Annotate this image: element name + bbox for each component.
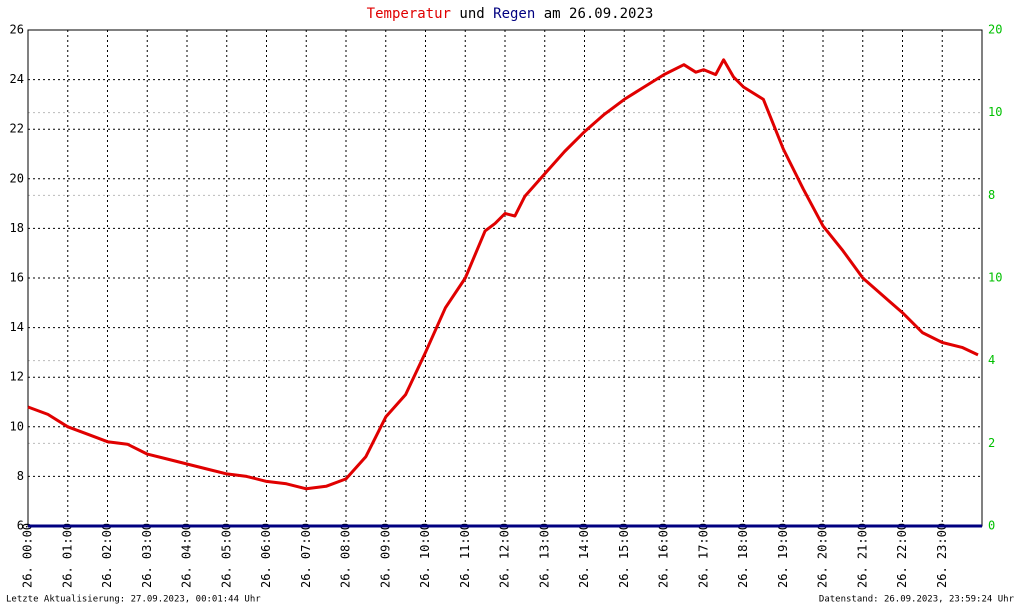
title-series: Temperatur: [367, 6, 451, 22]
y-tick-label: 24: [10, 72, 24, 86]
x-tick-label: 26. 19:00: [776, 523, 790, 588]
x-tick-label: 26. 22:00: [895, 523, 909, 588]
y-tick-label: 8: [17, 469, 24, 483]
y-tick-label: 10: [10, 419, 24, 433]
x-tick-label: 26. 05:00: [219, 523, 233, 588]
x-tick-label: 26. 13:00: [537, 523, 551, 588]
y-tick-label: 16: [10, 271, 24, 285]
title-joiner: und: [459, 6, 484, 22]
x-tick-label: 26. 20:00: [816, 523, 830, 588]
x-tick-label: 26. 00:00: [21, 523, 35, 588]
y-tick-label: 12: [10, 370, 24, 384]
y2-tick-label: 8: [988, 188, 995, 202]
y2-tick-label: 4: [988, 353, 995, 367]
x-tick-label: 26. 23:00: [935, 523, 949, 588]
x-tick-label: 26. 02:00: [100, 523, 114, 588]
y-tick-label: 14: [10, 320, 24, 334]
x-tick-label: 26. 16:00: [657, 523, 671, 588]
x-tick-label: 26. 09:00: [378, 523, 392, 588]
x-tick-label: 26. 15:00: [617, 523, 631, 588]
x-tick-label: 26. 21:00: [855, 523, 869, 588]
x-tick-label: 26. 01:00: [60, 523, 74, 588]
x-tick-label: 26. 03:00: [140, 523, 154, 588]
x-tick-label: 26. 11:00: [458, 523, 472, 588]
title-date: am 26.09.2023: [544, 6, 654, 22]
x-tick-label: 26. 06:00: [259, 523, 273, 588]
series-line: [27, 58, 979, 491]
y2-tick-label: 20: [988, 23, 1002, 37]
x-tick-label: 26. 04:00: [180, 523, 194, 588]
x-tick-label: 26. 08:00: [339, 523, 353, 588]
x-tick-label: 26. 18:00: [736, 523, 750, 588]
footer-left: Letzte Aktualisierung: 27.09.2023, 00:01…: [6, 595, 261, 605]
y-tick-label: 6: [17, 519, 24, 533]
y2-tick-label: 2: [988, 436, 995, 450]
y2-tick-label: 0: [988, 519, 995, 533]
chart-title: Temperatur und Regen am 26.09.2023: [367, 6, 654, 22]
x-tick-label: 26. 14:00: [577, 523, 591, 588]
y-tick-label: 20: [10, 171, 24, 185]
y2-tick-label: 10: [988, 105, 1002, 119]
y2-tick-label: 10: [988, 271, 1002, 285]
x-tick-label: 26. 12:00: [498, 523, 512, 588]
footer-right: Datenstand: 26.09.2023, 23:59:24 Uhr: [819, 595, 1015, 605]
title-series: Regen: [493, 6, 535, 22]
y-tick-label: 22: [10, 122, 24, 136]
x-tick-label: 26. 10:00: [418, 523, 432, 588]
y-tick-label: 26: [10, 23, 24, 37]
y-tick-label: 18: [10, 221, 24, 235]
x-tick-label: 26. 07:00: [299, 523, 313, 588]
x-tick-label: 26. 17:00: [696, 523, 710, 588]
